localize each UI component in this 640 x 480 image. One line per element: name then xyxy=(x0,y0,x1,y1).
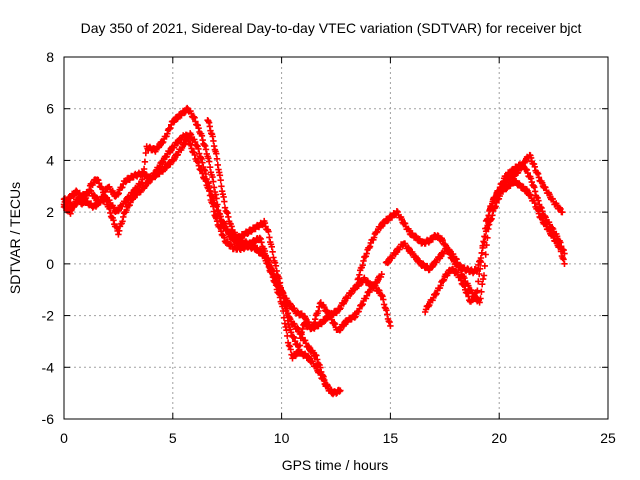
y-tick-label: 4 xyxy=(46,152,54,168)
x-tick-label: 25 xyxy=(600,430,616,446)
x-tick-label: 15 xyxy=(383,430,399,446)
y-tick-label: 0 xyxy=(46,256,54,272)
y-tick-label: 2 xyxy=(46,204,54,220)
x-tick-label: 5 xyxy=(169,430,177,446)
plot-frame xyxy=(63,56,609,420)
x-tick-label: 10 xyxy=(274,430,290,446)
axis-ticks: 0 5 10 15 20 25 -6 -4 -2 0 2 4 6 8 xyxy=(42,49,616,446)
x-tick-label: 0 xyxy=(60,430,68,446)
series-track-f xyxy=(382,177,568,306)
y-tick-label: -2 xyxy=(42,308,55,324)
y-axis-label: SDTVAR / TECUs xyxy=(7,182,23,294)
y-tick-label: -6 xyxy=(42,411,55,427)
y-tick-label: 6 xyxy=(46,101,54,117)
grid xyxy=(64,57,608,419)
data-marker xyxy=(382,177,568,306)
chart-title: Day 350 of 2021, Sidereal Day-to-day VTE… xyxy=(81,20,582,36)
series-track-g xyxy=(422,161,568,316)
data-marker xyxy=(422,161,568,316)
y-tick-label: 8 xyxy=(46,49,54,65)
x-tick-label: 20 xyxy=(491,430,507,446)
x-axis-label: GPS time / hours xyxy=(282,457,389,473)
series-track-d xyxy=(204,117,385,332)
data-marker xyxy=(204,117,385,332)
y-tick-label: -4 xyxy=(42,359,55,375)
data-points xyxy=(60,104,568,398)
